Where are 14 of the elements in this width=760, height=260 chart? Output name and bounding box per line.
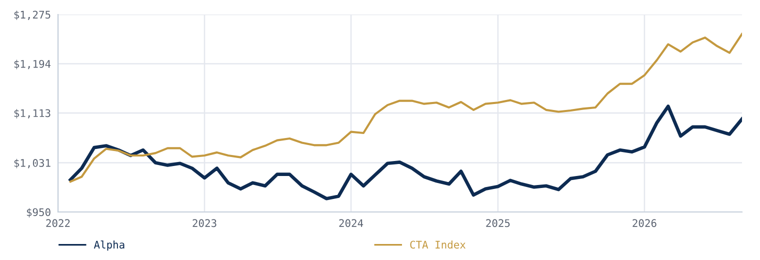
x-tick-label: 2025: [486, 219, 510, 228]
y-tick-label: $1,113: [14, 109, 50, 118]
x-tick-label: 2024: [339, 219, 364, 228]
y-tick-label: $1,275: [14, 10, 50, 20]
y-tick-label: $950: [26, 208, 50, 218]
x-tick-label: 2026: [632, 219, 656, 228]
line-series: [68, 104, 742, 200]
legend-label: CTA Index: [410, 240, 466, 249]
legend-label: Alpha: [94, 240, 124, 251]
x-tick-label: 2022: [46, 219, 70, 228]
line-series: [69, 32, 742, 183]
y-tick-label: $1,194: [14, 60, 51, 70]
y-tick-label: $1,031: [14, 158, 50, 168]
x-tick-label: 2023: [192, 219, 216, 228]
